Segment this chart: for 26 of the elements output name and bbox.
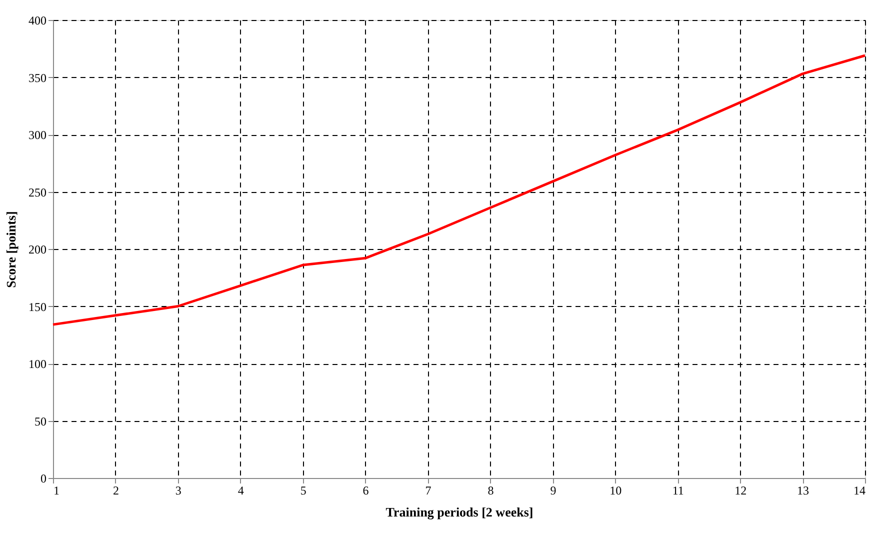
line-series: [52, 54, 866, 326]
x-tick-label: 12: [734, 484, 747, 498]
y-tick-label: 300: [28, 128, 46, 142]
x-tick-label: 9: [550, 484, 556, 498]
x-tick-label: 4: [238, 484, 244, 498]
y-tick-label: 100: [28, 357, 46, 371]
x-tick-label: 13: [797, 484, 810, 498]
x-tick-label: 11: [672, 484, 684, 498]
y-tick-label: 50: [34, 414, 46, 428]
x-tick-label: 7: [425, 484, 432, 498]
y-tick-label: 150: [28, 300, 46, 314]
x-axis-title: Training periods [2 weeks]: [386, 504, 534, 520]
y-tick-label: 400: [28, 14, 46, 28]
x-tick-label: 5: [300, 484, 306, 498]
x-tick-label: 8: [488, 484, 494, 498]
y-tick-label: 350: [28, 70, 46, 85]
x-tick-label: 1: [54, 484, 60, 498]
y-tick-label: 250: [28, 185, 46, 200]
y-tick-label: 0: [40, 472, 46, 486]
x-tick-label: 10: [610, 484, 622, 498]
x-tick-label: 14: [854, 484, 866, 498]
x-tick-label: 2: [112, 484, 119, 498]
y-tick-label: 200: [28, 242, 46, 256]
x-tick-label: 3: [175, 484, 182, 498]
y-axis-title: Score [points]: [4, 211, 18, 288]
x-tick-label: 6: [362, 484, 369, 498]
